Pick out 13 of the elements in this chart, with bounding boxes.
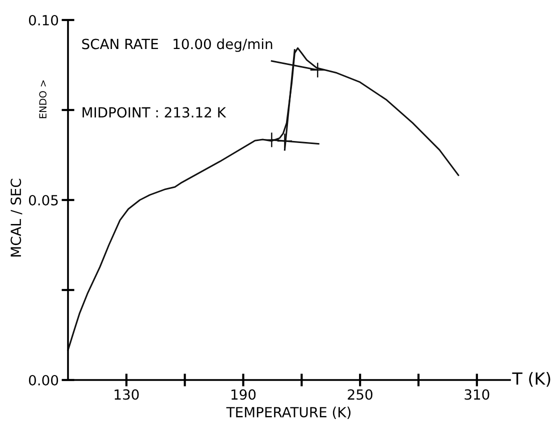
annotation: MIDPOINT : 213.12 K [82,107,226,118]
y-axis-title: MCAL / SEC [10,178,22,256]
y-tick-label: 0.05 [28,194,58,206]
x-tick-label: 250 [348,389,372,400]
x-tick-label: 130 [114,389,139,400]
x-tick-label: 310 [464,389,490,400]
x-tick-label: 190 [232,389,256,400]
text: T (K) [512,372,550,387]
x-axis-title: TEMPERATURE (K) [226,406,350,420]
y-tick-label: 0.10 [28,14,58,26]
annotation: SCAN RATE 10.00 deg/min [82,38,272,52]
y-tick-label: 0.00 [28,374,58,386]
text: ENDO > [39,80,47,118]
